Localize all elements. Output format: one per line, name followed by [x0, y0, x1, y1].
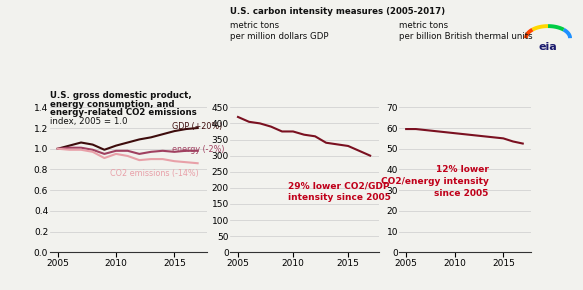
Text: U.S. carbon intensity measures (2005-2017): U.S. carbon intensity measures (2005-201… — [230, 7, 445, 16]
Text: CO2 emissions (-14%): CO2 emissions (-14%) — [110, 169, 199, 178]
Text: energy (-2%): energy (-2%) — [172, 145, 224, 154]
Text: energy-related CO2 emissions: energy-related CO2 emissions — [50, 108, 196, 117]
Text: U.S. gross domestic product,: U.S. gross domestic product, — [50, 91, 191, 100]
Text: per million dollars GDP: per million dollars GDP — [230, 32, 329, 41]
Text: GDP (+20%): GDP (+20%) — [172, 122, 222, 131]
Text: 29% lower CO2/GDP
intensity since 2005: 29% lower CO2/GDP intensity since 2005 — [287, 182, 391, 202]
Text: index, 2005 = 1.0: index, 2005 = 1.0 — [50, 117, 127, 126]
Text: metric tons: metric tons — [230, 21, 279, 30]
Text: energy consumption, and: energy consumption, and — [50, 100, 174, 109]
Text: metric tons: metric tons — [399, 21, 448, 30]
Text: 12% lower
CO2/energy intensity
since 2005: 12% lower CO2/energy intensity since 200… — [381, 165, 489, 198]
Text: eia: eia — [539, 42, 557, 52]
Text: per billion British thermal units: per billion British thermal units — [399, 32, 533, 41]
